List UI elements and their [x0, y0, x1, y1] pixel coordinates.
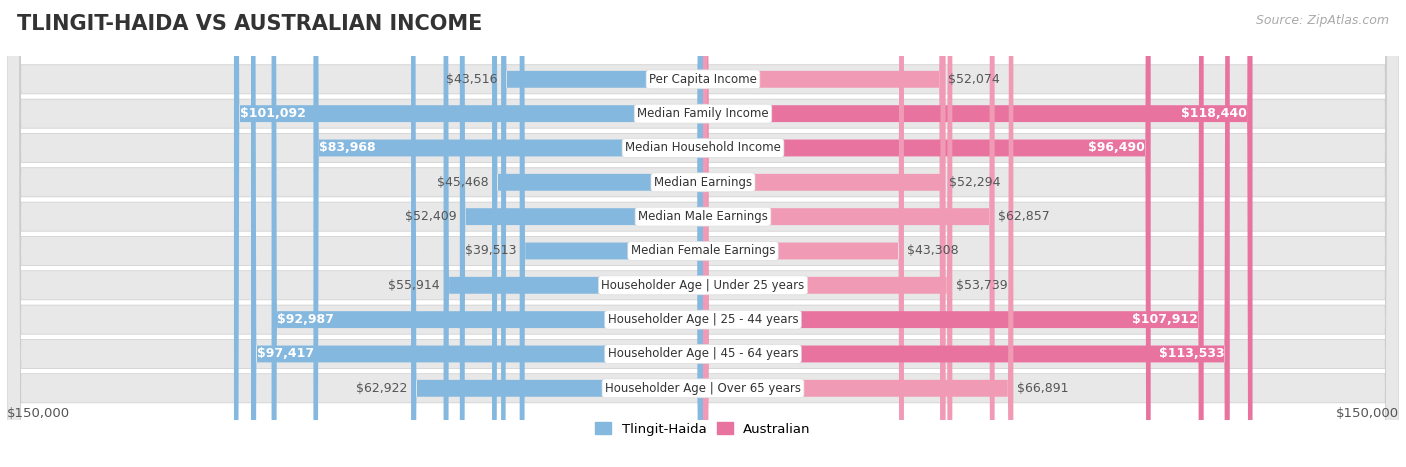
FancyBboxPatch shape [7, 0, 1399, 467]
Text: $83,968: $83,968 [319, 142, 375, 155]
Text: TLINGIT-HAIDA VS AUSTRALIAN INCOME: TLINGIT-HAIDA VS AUSTRALIAN INCOME [17, 14, 482, 34]
Text: $43,516: $43,516 [446, 73, 498, 86]
Text: Per Capita Income: Per Capita Income [650, 73, 756, 86]
FancyBboxPatch shape [703, 0, 1150, 467]
Text: $150,000: $150,000 [7, 407, 70, 420]
FancyBboxPatch shape [703, 0, 1014, 467]
FancyBboxPatch shape [492, 0, 703, 467]
Text: $66,891: $66,891 [1017, 382, 1069, 395]
Text: $62,922: $62,922 [356, 382, 408, 395]
FancyBboxPatch shape [233, 0, 703, 467]
Text: $52,409: $52,409 [405, 210, 457, 223]
Text: $52,074: $52,074 [948, 73, 1000, 86]
Text: Householder Age | 45 - 64 years: Householder Age | 45 - 64 years [607, 347, 799, 361]
FancyBboxPatch shape [703, 0, 1253, 467]
FancyBboxPatch shape [703, 0, 945, 467]
FancyBboxPatch shape [501, 0, 703, 467]
FancyBboxPatch shape [7, 0, 1399, 467]
Text: Median Household Income: Median Household Income [626, 142, 780, 155]
FancyBboxPatch shape [7, 0, 1399, 467]
Text: Householder Age | 25 - 44 years: Householder Age | 25 - 44 years [607, 313, 799, 326]
FancyBboxPatch shape [271, 0, 703, 467]
Legend: Tlingit-Haida, Australian: Tlingit-Haida, Australian [595, 422, 811, 436]
Text: $62,857: $62,857 [998, 210, 1050, 223]
FancyBboxPatch shape [7, 0, 1399, 467]
Text: $97,417: $97,417 [256, 347, 314, 361]
Text: $55,914: $55,914 [388, 279, 440, 292]
Text: $45,468: $45,468 [437, 176, 488, 189]
FancyBboxPatch shape [443, 0, 703, 467]
FancyBboxPatch shape [520, 0, 703, 467]
FancyBboxPatch shape [7, 0, 1399, 467]
FancyBboxPatch shape [7, 0, 1399, 467]
FancyBboxPatch shape [7, 0, 1399, 467]
Text: $53,739: $53,739 [956, 279, 1008, 292]
FancyBboxPatch shape [703, 0, 994, 467]
Text: $118,440: $118,440 [1181, 107, 1247, 120]
Text: $39,513: $39,513 [465, 244, 516, 257]
Text: Source: ZipAtlas.com: Source: ZipAtlas.com [1256, 14, 1389, 27]
Text: $96,490: $96,490 [1088, 142, 1144, 155]
Text: Median Female Earnings: Median Female Earnings [631, 244, 775, 257]
FancyBboxPatch shape [7, 0, 1399, 467]
Text: Householder Age | Over 65 years: Householder Age | Over 65 years [605, 382, 801, 395]
FancyBboxPatch shape [252, 0, 703, 467]
FancyBboxPatch shape [7, 0, 1399, 467]
Text: $150,000: $150,000 [1336, 407, 1399, 420]
Text: $52,294: $52,294 [949, 176, 1001, 189]
Text: Median Male Earnings: Median Male Earnings [638, 210, 768, 223]
FancyBboxPatch shape [411, 0, 703, 467]
FancyBboxPatch shape [703, 0, 1230, 467]
Text: $107,912: $107,912 [1132, 313, 1198, 326]
FancyBboxPatch shape [460, 0, 703, 467]
FancyBboxPatch shape [703, 0, 904, 467]
FancyBboxPatch shape [703, 0, 952, 467]
Text: $43,308: $43,308 [907, 244, 959, 257]
FancyBboxPatch shape [703, 0, 946, 467]
Text: Householder Age | Under 25 years: Householder Age | Under 25 years [602, 279, 804, 292]
Text: $113,533: $113,533 [1159, 347, 1225, 361]
FancyBboxPatch shape [7, 0, 1399, 467]
FancyBboxPatch shape [703, 0, 1204, 467]
FancyBboxPatch shape [314, 0, 703, 467]
Text: $101,092: $101,092 [239, 107, 305, 120]
Text: $92,987: $92,987 [277, 313, 335, 326]
Text: Median Family Income: Median Family Income [637, 107, 769, 120]
Text: Median Earnings: Median Earnings [654, 176, 752, 189]
